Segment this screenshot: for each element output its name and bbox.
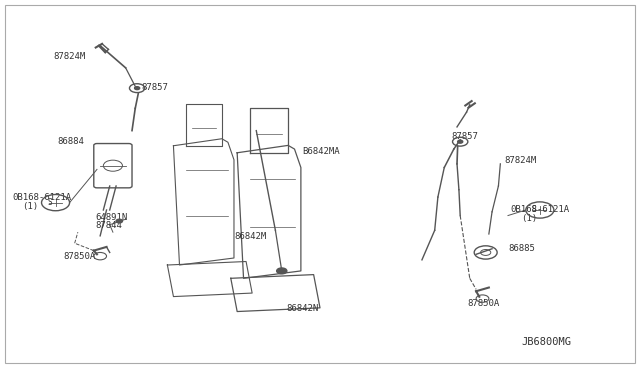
Text: 87857: 87857 (451, 132, 478, 141)
FancyBboxPatch shape (94, 144, 132, 188)
Text: 87850A: 87850A (64, 252, 96, 262)
Text: S: S (47, 198, 52, 207)
Text: 87857: 87857 (141, 83, 168, 92)
Text: 87824M: 87824M (505, 156, 537, 165)
Text: (1): (1) (522, 214, 538, 222)
Circle shape (458, 140, 463, 143)
Text: 86842N: 86842N (287, 304, 319, 313)
Text: 0B168-6121A: 0B168-6121A (510, 205, 569, 214)
Text: 87824M: 87824M (54, 52, 86, 61)
Text: JB6800MG: JB6800MG (522, 337, 572, 347)
Circle shape (276, 268, 287, 274)
Text: (1): (1) (22, 202, 38, 211)
Text: 64891N: 64891N (96, 213, 128, 222)
Text: B6842MA: B6842MA (302, 147, 340, 156)
Text: 0B168-6121A: 0B168-6121A (13, 193, 72, 202)
Text: 87844: 87844 (96, 221, 123, 230)
Circle shape (134, 87, 140, 90)
Circle shape (116, 219, 122, 223)
Text: 86885: 86885 (508, 244, 535, 253)
Text: 86884: 86884 (58, 137, 84, 146)
Text: 87850A: 87850A (468, 299, 500, 308)
Text: S: S (532, 205, 536, 214)
Text: 86842M: 86842M (234, 232, 266, 241)
